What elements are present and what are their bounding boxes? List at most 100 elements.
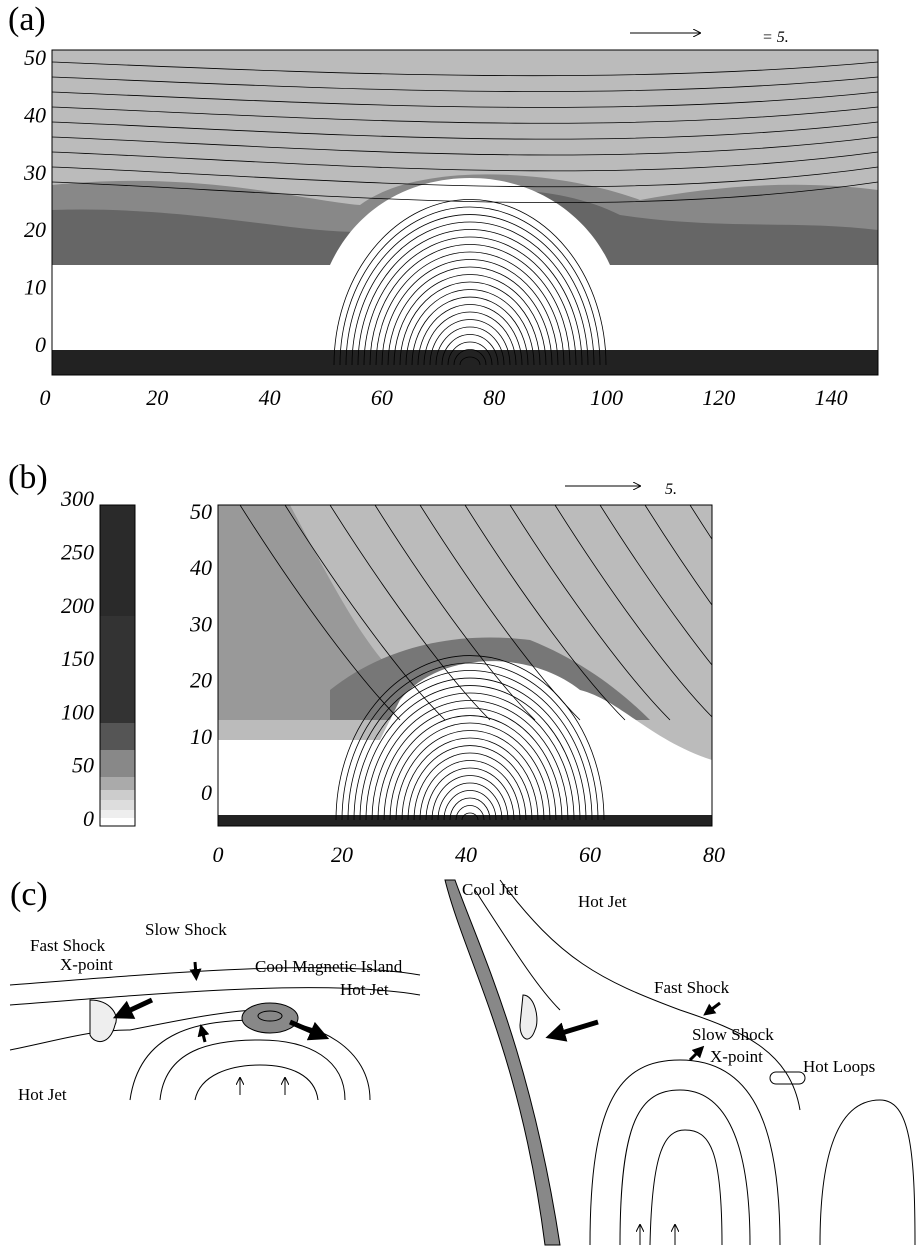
field-line — [52, 121, 878, 140]
field-line — [284, 505, 446, 721]
y-tick-label: 20 — [190, 668, 212, 693]
diagram-label: Slow Shock — [692, 1025, 774, 1044]
field-line — [374, 505, 536, 721]
y-tick-label: 10 — [190, 724, 212, 749]
field-line — [399, 281, 541, 366]
field-line — [239, 505, 401, 721]
field-line — [461, 812, 479, 821]
diagram-label: Cool Magnetic Island — [255, 957, 403, 976]
field-line — [395, 730, 545, 821]
field-line — [405, 289, 535, 366]
diagram-left — [9, 961, 421, 1101]
field-line — [443, 790, 497, 821]
field-line — [369, 244, 571, 366]
field-line — [383, 715, 557, 821]
colorbar-band — [100, 505, 135, 616]
field-line — [423, 311, 517, 366]
diagram-label: Fast Shock — [30, 936, 106, 955]
colorbar-band — [100, 750, 135, 777]
colorbar-label: 300 — [60, 486, 94, 511]
field-line — [393, 274, 547, 366]
field-line — [431, 775, 509, 821]
y-tick-label: 40 — [190, 555, 212, 580]
colorbar-label: 0 — [83, 806, 94, 831]
field-line — [411, 296, 529, 366]
x-tick-label: 60 — [579, 842, 601, 867]
y-tick-label: 0 — [35, 332, 46, 357]
field-line — [455, 805, 485, 821]
field-line — [333, 199, 607, 366]
field-line — [52, 181, 878, 204]
diagram-label: X-point — [60, 955, 113, 974]
field-line — [389, 722, 551, 821]
x-tick-label: 100 — [590, 385, 623, 410]
diagram-label: Hot Jet — [18, 1085, 67, 1104]
x-tick-label: 60 — [371, 385, 393, 410]
field-line — [689, 505, 712, 540]
colorbar-label: 50 — [72, 753, 94, 778]
field-line — [351, 221, 589, 366]
field-line — [407, 745, 533, 821]
x-tick-label: 0 — [40, 385, 51, 410]
field-line — [365, 692, 575, 821]
field-line — [441, 334, 499, 366]
diagram-label: Fast Shock — [654, 978, 730, 997]
x-tick-label: 80 — [483, 385, 505, 410]
panel-b-field — [218, 505, 712, 826]
field-line — [329, 505, 491, 721]
diagram-label: Hot Loops — [803, 1057, 875, 1076]
field-line — [644, 505, 712, 606]
diagram-label: Cool Jet — [462, 880, 518, 899]
field-line — [464, 505, 626, 721]
x-tick-label: 20 — [146, 385, 168, 410]
x-tick-label: 20 — [331, 842, 353, 867]
field-line — [401, 737, 539, 821]
y-tick-label: 40 — [24, 102, 46, 127]
colorbar-frame — [99, 504, 136, 827]
panel-label: (b) — [8, 459, 48, 496]
field-line — [371, 700, 569, 821]
field-line — [52, 61, 878, 77]
field-line — [554, 505, 712, 718]
field-line — [419, 505, 581, 721]
field-line — [599, 505, 712, 666]
field-line — [357, 229, 583, 366]
field-line — [447, 341, 493, 366]
field-line — [52, 91, 878, 108]
field-line — [419, 760, 521, 821]
panel-label: (c) — [10, 876, 48, 913]
field-line — [363, 236, 577, 366]
x-tick-label: 140 — [815, 385, 848, 410]
diagram-right — [444, 879, 916, 1246]
field-line — [509, 505, 671, 721]
colorbar-band — [100, 723, 135, 750]
field-line — [375, 251, 565, 366]
field-line — [353, 677, 587, 821]
panel-b-frame — [217, 504, 713, 827]
y-tick-label: 30 — [23, 160, 46, 185]
x-tick-label: 0 — [213, 842, 224, 867]
colorbar-label: 250 — [61, 540, 94, 565]
y-tick-label: 30 — [189, 611, 212, 636]
colorbar-band — [100, 777, 135, 790]
panel-label: (a) — [8, 1, 46, 38]
field-line — [435, 326, 505, 366]
x-tick-label: 120 — [702, 385, 735, 410]
x-tick-label: 40 — [455, 842, 477, 867]
x-tick-label: 40 — [259, 385, 281, 410]
diagram-label: Slow Shock — [145, 920, 227, 939]
diagram-label: Hot Jet — [578, 892, 627, 911]
field-line — [429, 319, 511, 366]
y-tick-label: 10 — [24, 275, 46, 300]
field-line — [359, 685, 581, 821]
y-tick-label: 0 — [201, 780, 212, 805]
colorbar-band — [100, 810, 135, 818]
diagram-label: Hot Jet — [340, 980, 389, 999]
field-line — [341, 662, 599, 821]
field-line — [52, 136, 878, 156]
colorbar: 0 50 100 150 200 250 300 — [60, 486, 136, 831]
field-line — [387, 266, 553, 366]
field-line — [413, 752, 527, 821]
field-line — [335, 655, 605, 821]
